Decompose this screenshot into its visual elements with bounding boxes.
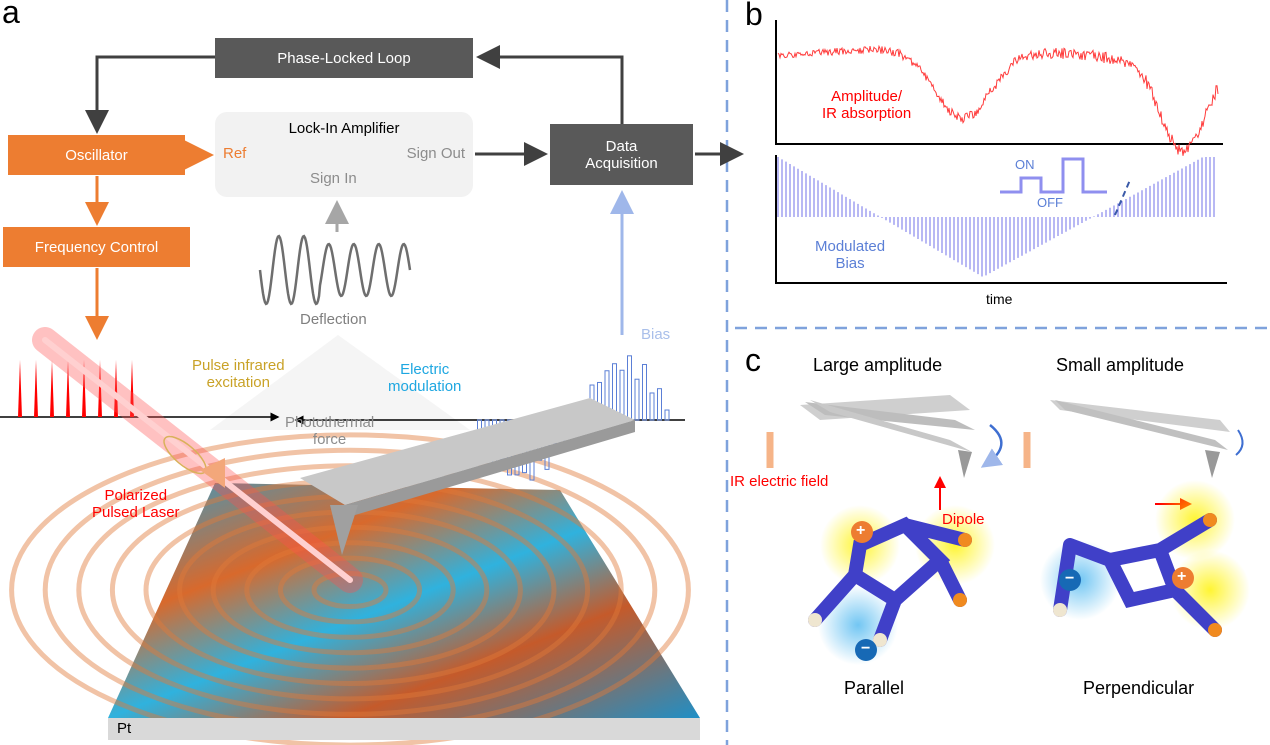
ir-pulse [18,360,22,417]
laser-line-1: Polarized [92,487,180,504]
daq-line-1: Data [606,138,638,155]
molecule-parallel [808,505,995,665]
off-label: OFF [1037,196,1063,211]
mod-bias-line-2: Bias [815,255,885,272]
amplitude-axes [776,20,1223,144]
amplitude-line-1: Amplitude/ [822,88,911,105]
amplitude-line-2: IR absorption [822,105,911,122]
photothermal-line-1: Photothermal [285,414,374,431]
panel-label-c: c [745,342,761,379]
bias-pulse-bar [650,393,654,420]
modulated-bias-label: Modulated Bias [815,238,885,273]
large-amplitude-label: Large amplitude [813,355,942,376]
electric-modulation-label: Electric modulation [388,361,461,396]
pulse-ir-label: Pulse infrared excitation [192,357,285,392]
parallel-label: Parallel [844,678,904,699]
electric-mod-line-2: modulation [388,378,461,395]
dipole-label: Dipole [942,511,985,528]
pll-to-oscillator-arrow [97,57,215,128]
minus-sign-2: − [1065,570,1074,588]
mod-bias-line-1: Modulated [815,238,885,255]
pt-substrate [108,718,700,740]
bias-pulse-bar [643,364,647,420]
photothermal-line-2: force [285,431,374,448]
perpendicular-label: Perpendicular [1083,678,1194,699]
time-axis-label: time [986,291,1012,307]
lockin-sign-out: Sign Out [407,145,465,162]
plus-sign: + [856,522,865,540]
bias-pulse-bar [620,370,624,420]
ir-pulse [34,360,38,417]
ir-field-label: IR electric field [730,473,828,490]
oscillator-box: Oscillator [8,135,185,175]
laser-line-2: Pulsed Laser [92,504,180,521]
lockin-title: Lock-In Amplifier [215,120,473,137]
bias-pulse-bar [665,410,669,420]
amplitude-label: Amplitude/IR absorption [822,88,911,123]
deflection-wave [260,236,410,304]
pulse-ir-line-1: Pulse infrared [192,357,285,374]
frequency-control-box: Frequency Control [3,227,190,267]
large-oscillation-arrow-icon [985,425,1001,465]
ir-pulse [50,360,54,417]
plus-sign-2: + [1177,568,1186,586]
small-oscillation-arrow-icon [1236,430,1243,455]
small-amplitude-label: Small amplitude [1056,355,1184,376]
lockin-ref: Ref [223,145,246,162]
large-amplitude-cantilever [800,395,975,478]
molecule-perpendicular [1040,480,1250,637]
daq-line-2: Acquisition [585,155,658,172]
phase-locked-loop-box: Phase-Locked Loop [215,38,473,78]
lock-in-amplifier-box: Lock-In Amplifier Ref Sign Out Sign In [215,112,473,197]
lockin-sign-in: Sign In [310,170,357,187]
bias-pulse-bar [658,389,662,420]
panel-label-a: a [2,0,20,31]
bias-pulse-bar [628,356,632,420]
bias-label: Bias [641,326,670,343]
on-label: ON [1015,158,1035,173]
photothermal-force-label: Photothermal force [285,414,374,449]
electric-mod-line-1: Electric [388,361,461,378]
pulse-ir-line-2: excitation [192,374,285,391]
minus-sign: − [861,640,870,658]
deflection-label: Deflection [300,311,367,328]
laser-label: Polarized Pulsed Laser [92,487,180,522]
daq-to-pll-arrow [482,57,622,124]
bias-pulse-bar [635,379,639,420]
substrate-label: Pt [117,720,131,737]
data-acquisition-box: Data Acquisition [550,124,693,185]
small-amplitude-cantilever [1050,400,1230,478]
panel-label-b: b [745,0,763,33]
